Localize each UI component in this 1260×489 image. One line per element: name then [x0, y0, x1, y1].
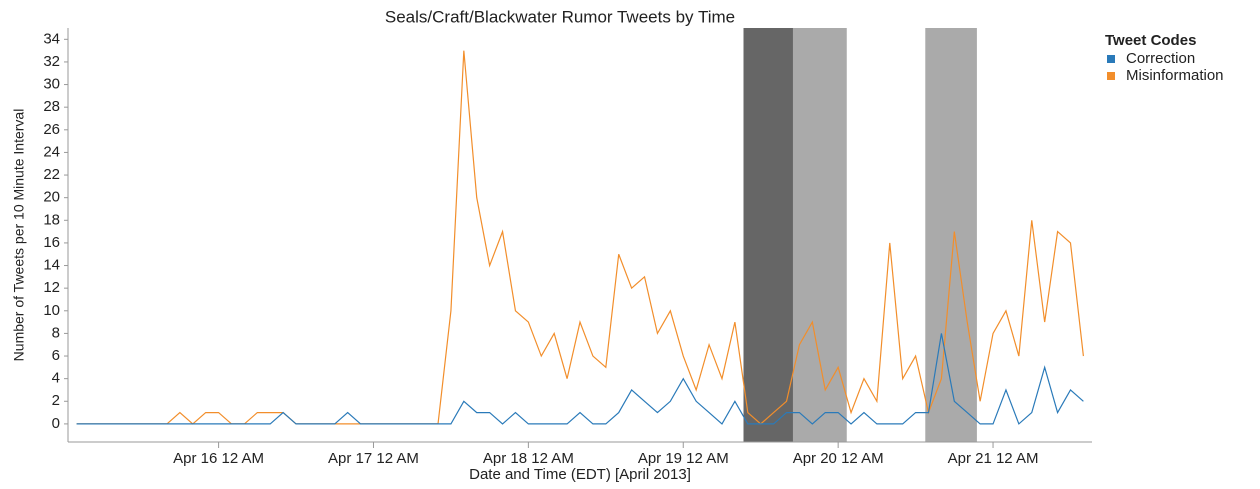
y-tick-label: 14	[43, 257, 60, 274]
shaded-period	[925, 28, 977, 442]
shaded-period	[743, 28, 793, 442]
shaded-period	[792, 28, 847, 442]
y-tick-label: 32	[43, 53, 60, 70]
series-line	[76, 333, 1084, 425]
y-axis-label: Number of Tweets per 10 Minute Interval	[11, 109, 27, 362]
y-tick-label: 28	[43, 98, 60, 115]
y-tick-label: 30	[43, 76, 60, 93]
x-tick-label: Apr 21 12 AM	[948, 450, 1039, 467]
y-tick-label: 24	[43, 143, 60, 160]
y-tick-label: 22	[43, 166, 60, 183]
legend-swatch	[1107, 55, 1115, 63]
x-tick-label: Apr 16 12 AM	[173, 450, 264, 467]
y-tick-label: 26	[43, 121, 60, 138]
y-tick-label: 16	[43, 234, 60, 251]
x-tick-label: Apr 19 12 AM	[638, 450, 729, 467]
y-tick-label: 6	[52, 347, 60, 364]
x-tick-label: Apr 17 12 AM	[328, 450, 419, 467]
y-tick-label: 12	[43, 279, 60, 296]
y-tick-label: 10	[43, 302, 60, 319]
legend-label: Correction	[1126, 50, 1195, 67]
y-tick-label: 8	[52, 324, 60, 341]
y-tick-label: 2	[52, 392, 60, 409]
x-tick-label: Apr 20 12 AM	[793, 450, 884, 467]
x-tick-label: Apr 18 12 AM	[483, 450, 574, 467]
y-tick-label: 34	[43, 30, 60, 47]
legend-title: Tweet Codes	[1105, 32, 1196, 49]
x-axis-label: Date and Time (EDT) [April 2013]	[469, 466, 691, 483]
legend-label: Misinformation	[1126, 67, 1224, 84]
chart-title: Seals/Craft/Blackwater Rumor Tweets by T…	[385, 7, 735, 26]
y-tick-label: 4	[52, 370, 60, 387]
y-tick-label: 20	[43, 189, 60, 206]
y-tick-label: 0	[52, 415, 60, 432]
legend-swatch	[1107, 72, 1115, 80]
y-tick-label: 18	[43, 211, 60, 228]
